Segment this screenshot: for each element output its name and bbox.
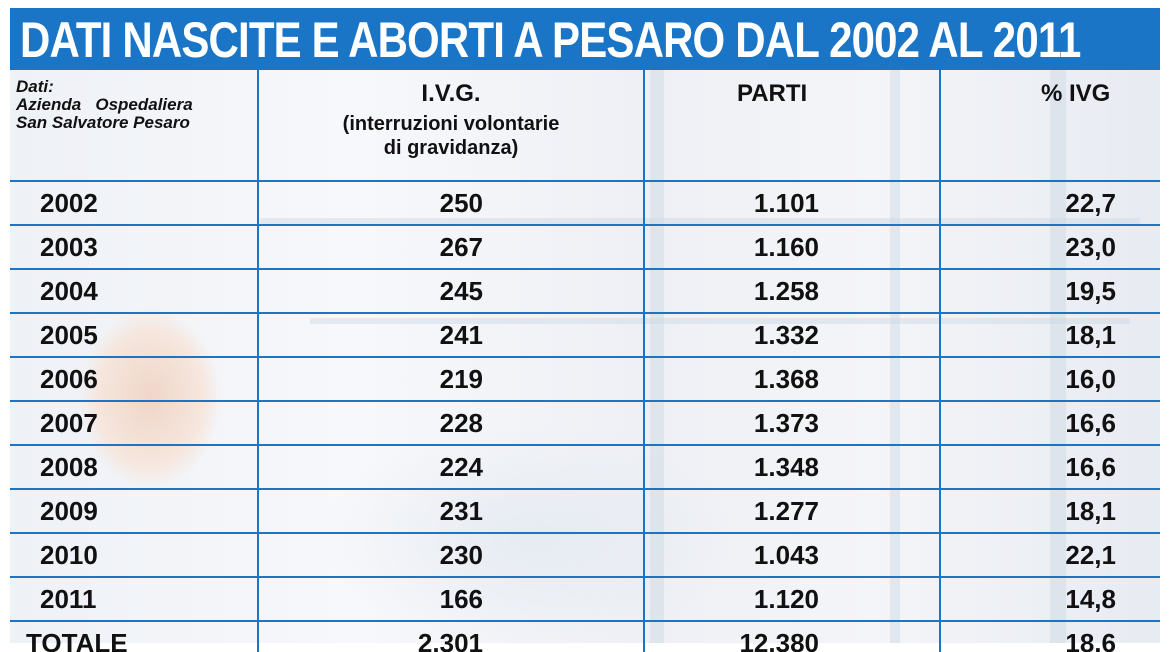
pct-ivg-cell: 18,1 (939, 312, 1160, 358)
table-row: 2008 224 1.348 16,6 (10, 444, 1160, 490)
year-cell: 2006 (10, 356, 259, 402)
table-row: 2006 219 1.368 16,0 (10, 356, 1160, 402)
ivg-cell: 219 (257, 356, 645, 402)
column-header-parti: PARTI (643, 68, 941, 182)
ivg-cell: 267 (257, 224, 645, 270)
pct-ivg-cell: 14,8 (939, 576, 1160, 622)
parti-cell: 1.332 (643, 312, 941, 358)
table-row: 2005 241 1.332 18,1 (10, 312, 1160, 358)
total-row: TOTALE 2.301 12.380 18,6 (10, 620, 1160, 652)
table-row: 2003 267 1.160 23,0 (10, 224, 1160, 270)
ivg-header-subtitle: (interruzioni volontarie di gravidanza) (260, 112, 642, 160)
year-cell: 2002 (10, 180, 259, 226)
ivg-cell: 245 (257, 268, 645, 314)
page-title: DATI NASCITE E ABORTI A PESARO DAL 2002 … (20, 12, 1081, 68)
total-pct-ivg-cell: 18,6 (939, 620, 1160, 652)
column-header-ivg: I.V.G. (interruzioni volontarie di gravi… (257, 68, 645, 182)
source-line-3: San Salvatore Pesaro (16, 113, 190, 132)
parti-cell: 1.160 (643, 224, 941, 270)
ivg-subtitle-line-1: (interruzioni volontarie (342, 113, 560, 135)
year-cell: 2004 (10, 268, 259, 314)
parti-cell: 1.101 (643, 180, 941, 226)
ivg-cell: 230 (257, 532, 645, 578)
ivg-header-label: I.V.G. (421, 80, 481, 107)
table-row: 2002 250 1.101 22,7 (10, 180, 1160, 226)
pct-ivg-cell: 22,7 (939, 180, 1160, 226)
source-line-1: Dati: (16, 77, 54, 96)
year-cell: 2005 (10, 312, 259, 358)
parti-cell: 1.348 (643, 444, 941, 490)
total-parti-cell: 12.380 (643, 620, 941, 652)
data-table: Dati: Azienda Ospedaliera San Salvatore … (10, 68, 1160, 652)
pct-ivg-cell: 16,0 (939, 356, 1160, 402)
year-cell: 2009 (10, 488, 259, 534)
ivg-cell: 228 (257, 400, 645, 446)
ivg-cell: 241 (257, 312, 645, 358)
parti-cell: 1.373 (643, 400, 941, 446)
pct-ivg-cell: 16,6 (939, 400, 1160, 446)
table-row: 2007 228 1.373 16,6 (10, 400, 1160, 446)
pct-ivg-cell: 23,0 (939, 224, 1160, 270)
parti-cell: 1.043 (643, 532, 941, 578)
ivg-subtitle-line-2: di gravidanza) (383, 137, 519, 159)
year-cell: 2010 (10, 532, 259, 578)
table-row: 2010 230 1.043 22,1 (10, 532, 1160, 578)
year-cell: 2007 (10, 400, 259, 446)
pct-ivg-cell: 22,1 (939, 532, 1160, 578)
table-row: 2009 231 1.277 18,1 (10, 488, 1160, 534)
pct-ivg-cell: 19,5 (939, 268, 1160, 314)
source-line-2: Azienda Ospedaliera (16, 95, 193, 114)
ivg-cell: 231 (257, 488, 645, 534)
parti-cell: 1.258 (643, 268, 941, 314)
ivg-cell: 250 (257, 180, 645, 226)
year-cell: 2003 (10, 224, 259, 270)
table-row: 2011 166 1.120 14,8 (10, 576, 1160, 622)
table-row: 2004 245 1.258 19,5 (10, 268, 1160, 314)
year-cell: 2011 (10, 576, 259, 622)
ivg-cell: 166 (257, 576, 645, 622)
parti-cell: 1.277 (643, 488, 941, 534)
total-ivg-cell: 2.301 (257, 620, 645, 652)
title-bar (10, 8, 1160, 68)
pct-ivg-cell: 16,6 (939, 444, 1160, 490)
source-note: Dati: Azienda Ospedaliera San Salvatore … (10, 68, 259, 182)
ivg-cell: 224 (257, 444, 645, 490)
parti-cell: 1.120 (643, 576, 941, 622)
year-cell: 2008 (10, 444, 259, 490)
column-header-pct-ivg: % IVG (939, 68, 1160, 182)
total-label-cell: TOTALE (10, 620, 259, 652)
table-header-row: Dati: Azienda Ospedaliera San Salvatore … (10, 68, 1160, 182)
parti-cell: 1.368 (643, 356, 941, 402)
pct-ivg-cell: 18,1 (939, 488, 1160, 534)
